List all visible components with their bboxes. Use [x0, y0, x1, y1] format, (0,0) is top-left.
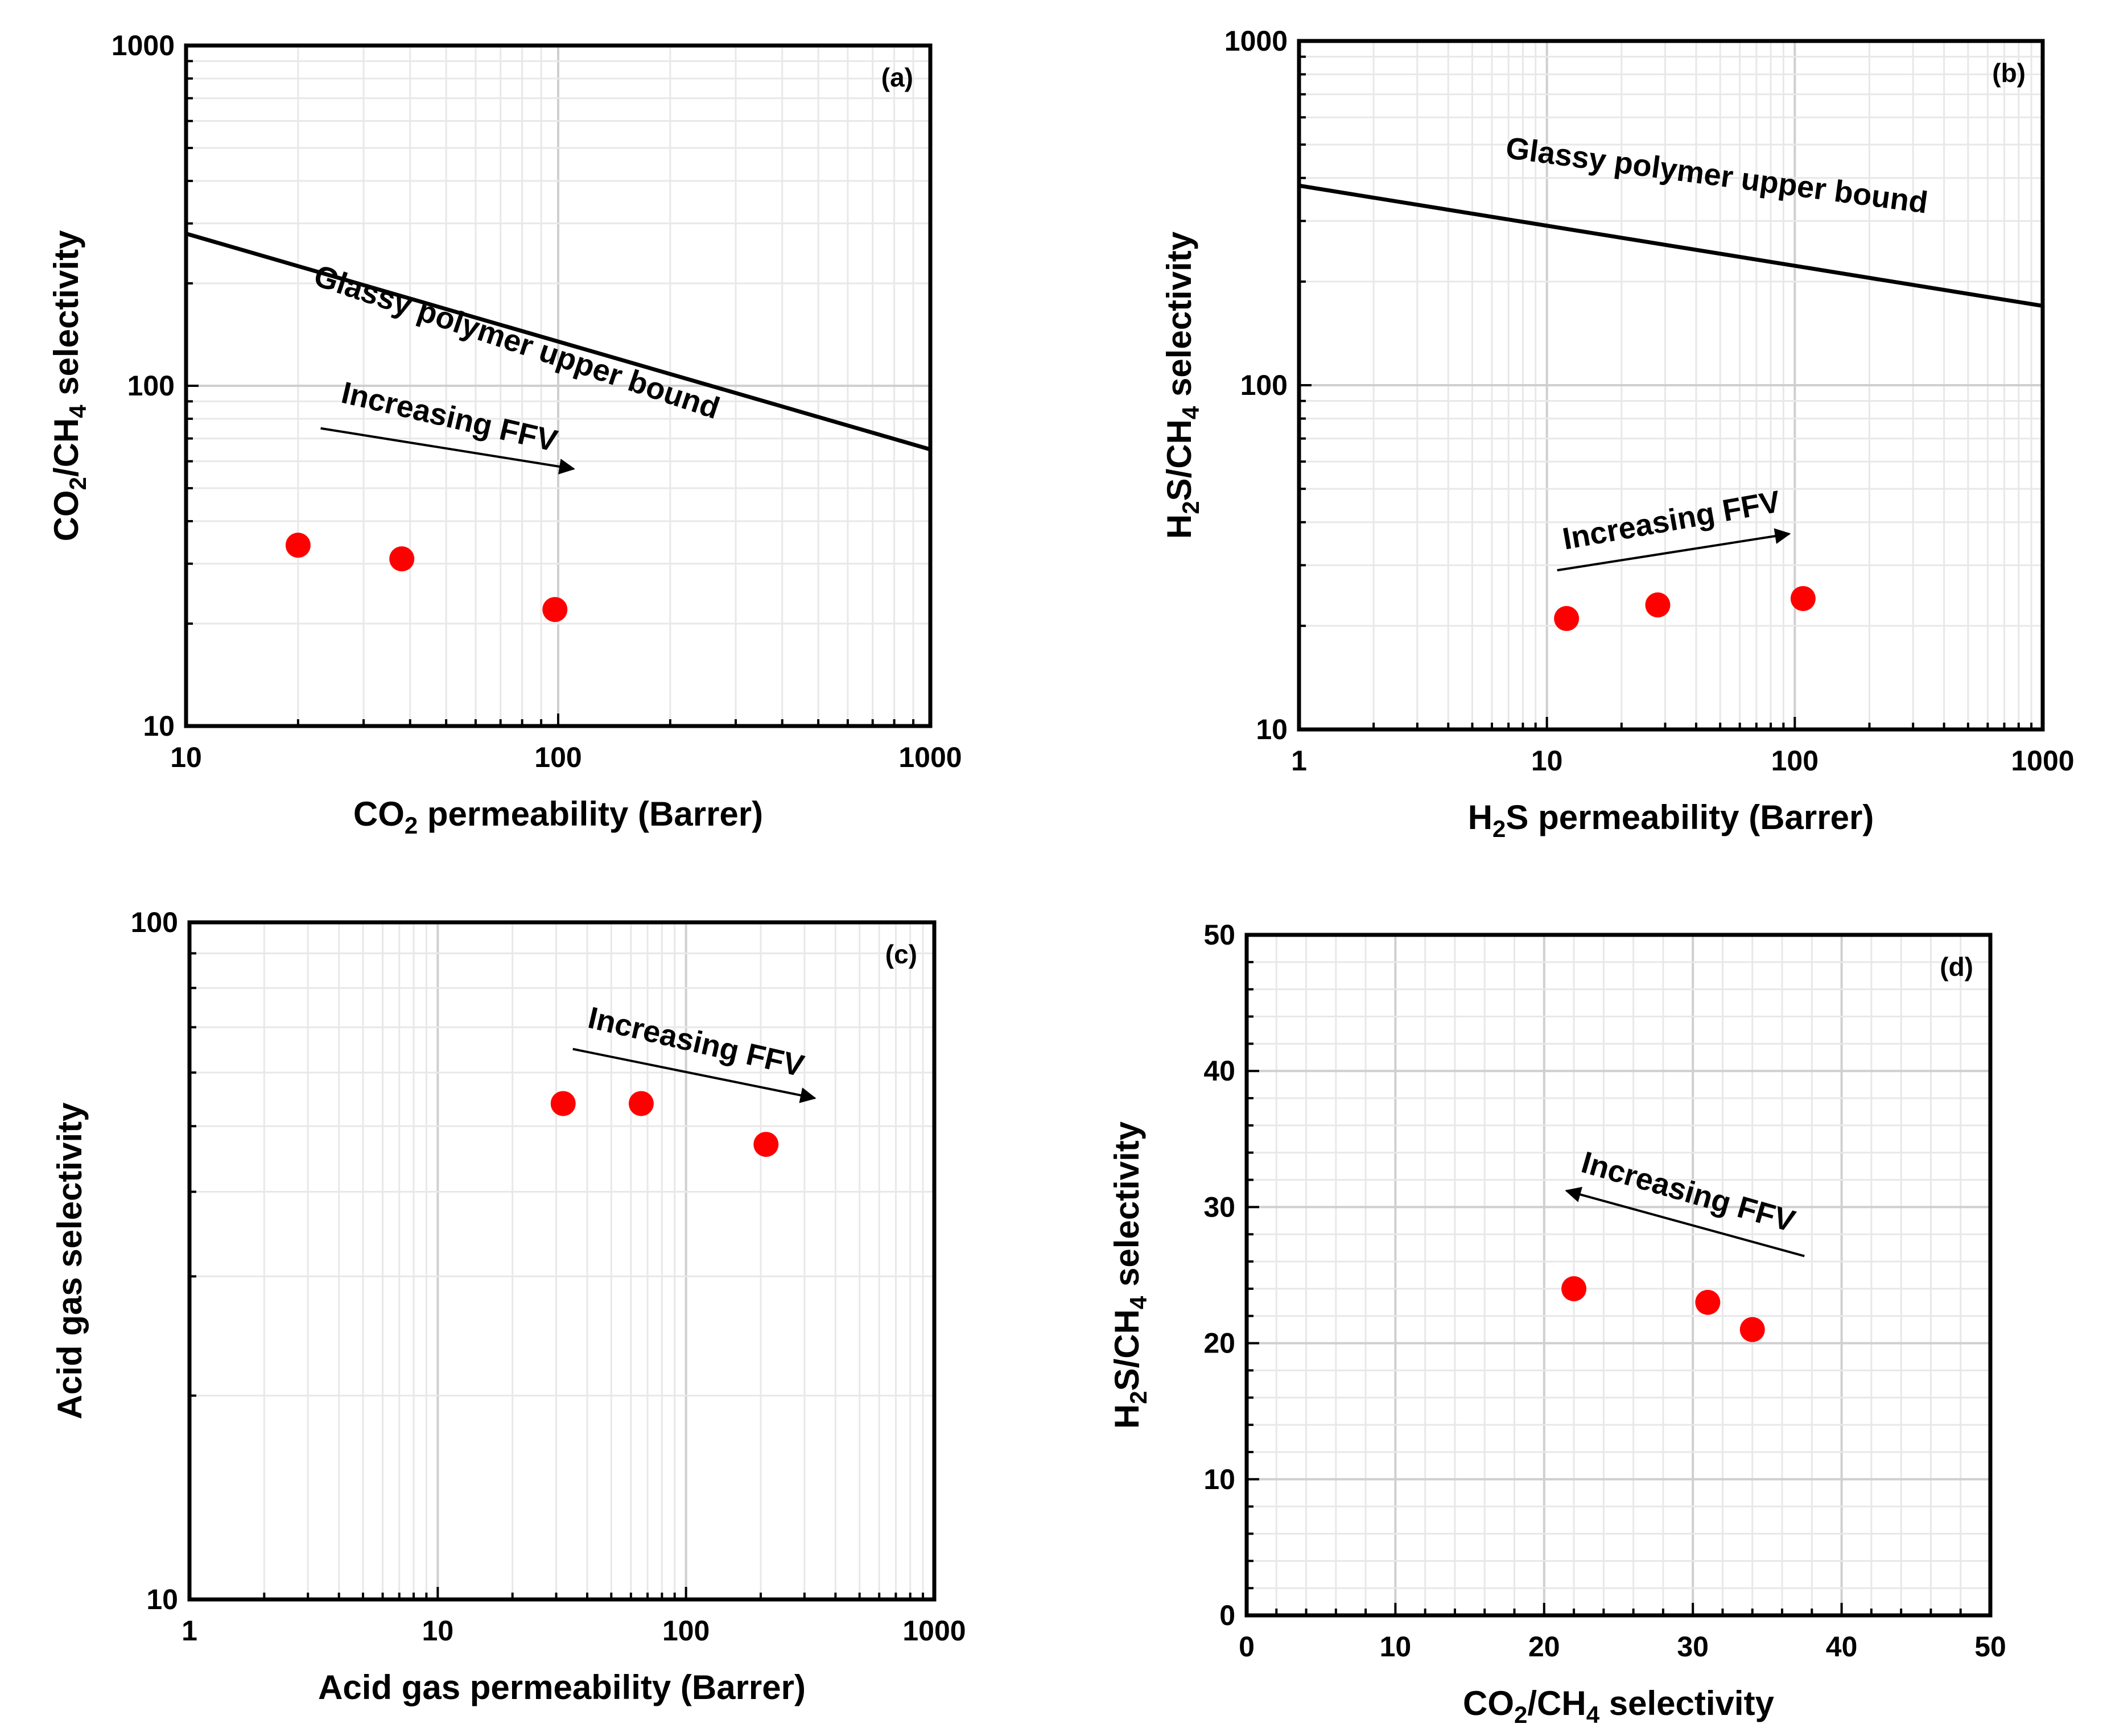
- y-tick-label: 1000: [112, 30, 175, 61]
- x-tick-label: 10: [1380, 1631, 1412, 1663]
- y-tick-label: 10: [1256, 714, 1288, 745]
- data-point: [628, 1091, 654, 1116]
- plot-frame-c: [187, 920, 937, 1602]
- panel-label-d: (d): [1940, 952, 1973, 982]
- x-axis-label-d: CO2/CH4 selectivity: [1463, 1684, 1775, 1728]
- data-point: [1645, 592, 1671, 618]
- ticks-c: [188, 921, 935, 1601]
- upper-bound-line-a: [185, 232, 931, 452]
- data-point: [542, 597, 568, 622]
- data-points-b: [1554, 585, 1816, 632]
- gridlines-a: [185, 44, 931, 727]
- x-tick-label: 30: [1677, 1631, 1709, 1663]
- x-tick-label: 1: [1291, 745, 1307, 777]
- data-point: [1561, 1276, 1587, 1301]
- plot-frame-a: [184, 43, 933, 728]
- data-points-a: [285, 533, 568, 622]
- gridlines-c: [188, 921, 935, 1601]
- y-tick-label: 100: [127, 370, 175, 402]
- panel-label-b: (b): [1992, 58, 2026, 88]
- data-point: [753, 1132, 779, 1157]
- plot-frame-d: [1244, 933, 1993, 1618]
- y-tick-label: 1000: [1224, 25, 1288, 57]
- ffv-arrow-a: [320, 427, 575, 475]
- ffv-arrow-b: [1557, 528, 1791, 572]
- data-points-d: [1561, 1276, 1765, 1342]
- y-tick-label: 40: [1203, 1055, 1235, 1087]
- x-tick-label: 100: [662, 1615, 710, 1647]
- upper-bound-line-b: [1298, 183, 2043, 308]
- x-tick-label: 100: [534, 741, 582, 773]
- data-point: [389, 546, 415, 572]
- y-tick-label: 10: [143, 710, 175, 742]
- x-tick-label: 100: [1771, 745, 1819, 777]
- y-tick-label: 0: [1219, 1599, 1235, 1631]
- y-axis-label-c: Acid gas selectivity: [51, 1102, 89, 1420]
- ffv-label-c: Increasing FFV: [585, 1000, 807, 1083]
- y-tick-label: 10: [1203, 1463, 1235, 1495]
- data-point: [1554, 606, 1580, 632]
- y-tick-label: 10: [146, 1584, 178, 1615]
- x-tick-label: 1000: [902, 1615, 966, 1647]
- data-points-c: [550, 1091, 779, 1157]
- x-tick-label: 0: [1239, 1631, 1255, 1663]
- plot-frame-b: [1297, 39, 2045, 732]
- x-tick-label: 40: [1826, 1631, 1858, 1663]
- x-tick-label: 50: [1974, 1631, 2006, 1663]
- x-tick-label: 1: [182, 1615, 197, 1647]
- ffv-arrow-c: [572, 1048, 817, 1103]
- ffv-label-b: Increasing FFV: [1560, 484, 1783, 556]
- gridlines-d: [1246, 934, 1991, 1617]
- data-point: [1695, 1289, 1721, 1315]
- x-tick-label: 1000: [898, 741, 962, 773]
- data-point: [285, 533, 311, 558]
- ffv-arrow-d: [1565, 1186, 1805, 1257]
- data-point: [1739, 1317, 1765, 1342]
- y-axis-label-b: H2S/CH4 selectivity: [1160, 231, 1204, 539]
- x-tick-label: 1000: [2011, 745, 2074, 777]
- y-tick-label: 30: [1203, 1191, 1235, 1223]
- data-point: [550, 1091, 576, 1116]
- y-tick-label: 100: [1240, 369, 1288, 401]
- y-tick-label: 50: [1203, 919, 1235, 951]
- x-axis-label-b: H2S permeability (Barrer): [1468, 798, 1874, 842]
- panel-label-c: (c): [885, 939, 917, 969]
- ffv-label-a: Increasing FFV: [339, 376, 561, 459]
- tick-labels-a: 10 100 1000 10 100 1000: [112, 30, 962, 773]
- y-tick-label: 100: [131, 906, 178, 938]
- y-tick-label: 20: [1203, 1327, 1235, 1359]
- x-tick-label: 10: [422, 1615, 454, 1647]
- x-tick-label: 10: [1531, 745, 1563, 777]
- x-axis-label-c: Acid gas permeability (Barrer): [318, 1668, 806, 1706]
- tick-labels-d: 0 10 20 30 40 50 0 10 20 30 40 50: [1203, 919, 2006, 1663]
- data-point: [1790, 585, 1816, 611]
- y-axis-label-d: H2S/CH4 selectivity: [1108, 1121, 1152, 1429]
- y-axis-label-a: CO2/CH4 selectivity: [47, 230, 91, 542]
- x-tick-label: 10: [170, 741, 202, 773]
- panel-label-a: (a): [881, 63, 913, 92]
- gridlines-b: [1298, 40, 2044, 731]
- x-tick-label: 20: [1528, 1631, 1560, 1663]
- x-axis-label-a: CO2 permeability (Barrer): [353, 795, 763, 839]
- ticks-d: [1246, 934, 1991, 1617]
